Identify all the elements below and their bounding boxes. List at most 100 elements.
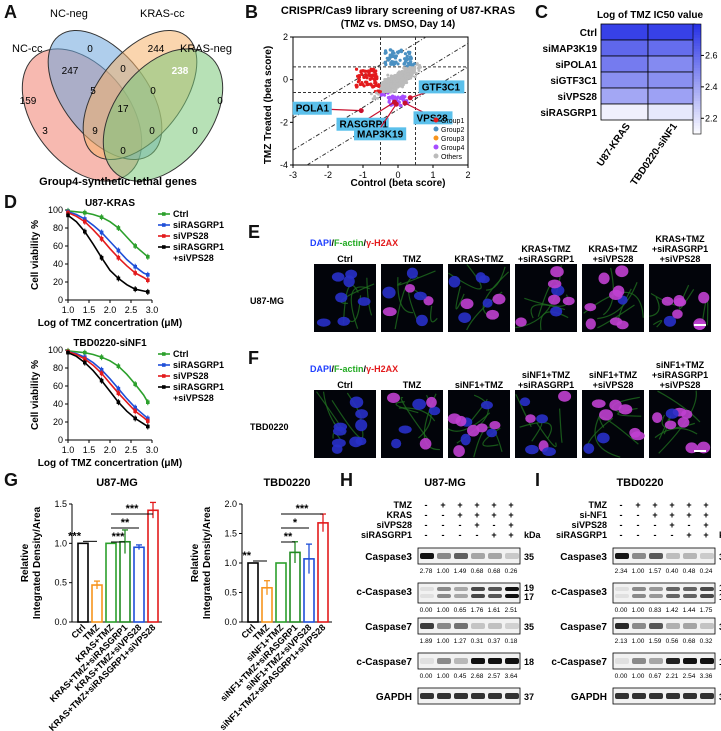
nucleus — [596, 432, 610, 444]
scatter-point — [406, 72, 410, 76]
nucleus — [331, 272, 345, 282]
nucleus — [591, 399, 606, 408]
kda-marker: 35 — [524, 552, 534, 562]
legend-label: siVPS28 — [173, 231, 209, 241]
band-quant: 1.76 — [471, 607, 484, 614]
line-charts-d: U87-KRAS 0 20 40 60 80 100 1.0 1.5 2.0 2.5 3.0 Cell … — [30, 198, 224, 469]
band-quant: 0.40 — [666, 568, 679, 575]
nucleus — [357, 297, 371, 306]
colorbar-segment — [693, 51, 701, 55]
treatment-mark: - — [425, 510, 428, 520]
kda-marker: 18 — [719, 657, 721, 667]
data-point — [99, 371, 104, 376]
treatment-mark: + — [474, 520, 479, 530]
nucleus — [333, 422, 348, 431]
nucleus — [331, 438, 346, 448]
colorbar-segment — [693, 32, 701, 36]
heatmap-cell — [647, 71, 696, 89]
legend-marker — [162, 352, 166, 356]
protein-band — [666, 693, 680, 699]
protein-band — [454, 658, 468, 664]
nucleus — [382, 286, 396, 299]
treatment-mark: + — [491, 510, 496, 520]
significance-label: *** — [126, 503, 140, 515]
panel-letter-g: G — [4, 470, 19, 490]
band-quant: 1.27 — [454, 638, 467, 645]
bar — [247, 562, 259, 623]
nucleus — [525, 414, 536, 423]
band-quant: 0.68 — [471, 568, 484, 575]
venn-count: 0 — [87, 44, 93, 55]
scatter-point — [413, 75, 417, 79]
scatter-point — [391, 89, 395, 93]
nucleus — [355, 437, 367, 446]
protein-band — [615, 658, 629, 664]
legend-marker — [433, 153, 439, 159]
actin-fiber — [396, 270, 436, 286]
protein-band — [683, 594, 697, 598]
data-point — [146, 290, 150, 294]
blot-strip — [417, 652, 521, 670]
protein-band — [700, 693, 714, 699]
protein-band — [437, 693, 451, 699]
y-tick-label: -2 — [280, 117, 288, 127]
protein-band — [454, 594, 468, 598]
actin-fiber — [342, 284, 359, 324]
scatter-point — [403, 68, 407, 72]
data-point — [116, 276, 121, 281]
blot-strip — [417, 582, 521, 604]
scatter-ylabel: TMZ Treated (beta score) — [263, 46, 274, 164]
band-quant: 3.64 — [505, 673, 518, 680]
colorbar-segment — [693, 73, 701, 77]
nucleus — [355, 419, 368, 432]
venn-label-kras-cc: KRAS-cc — [140, 8, 185, 20]
legend-marker — [162, 374, 166, 378]
x-tick-label: 1.5 — [83, 445, 96, 455]
condition-label: KRAS+TMZ +siRASGRP1 — [518, 244, 574, 264]
bar — [119, 540, 131, 623]
protein-band — [700, 553, 714, 559]
nucleus — [458, 312, 472, 323]
colorbar-tick-label: 2.4 — [705, 82, 718, 92]
protein-band — [666, 553, 680, 559]
nucleus — [698, 291, 710, 304]
blot-label: GAPDH — [571, 692, 607, 703]
blot-strip — [417, 547, 521, 565]
scatter-point-group4 — [398, 96, 402, 101]
nucleus — [406, 267, 418, 279]
colorbar-segment — [693, 112, 701, 116]
protein-band — [437, 658, 451, 664]
actin-fiber — [657, 390, 701, 423]
gene-label: MAP3K19 — [357, 129, 404, 140]
protein-band — [420, 553, 434, 559]
protein-band — [488, 693, 502, 699]
significance-label: ** — [242, 550, 251, 562]
nucleus — [585, 318, 596, 330]
blot-label: Caspase3 — [560, 552, 607, 563]
scatter-point-group1 — [369, 82, 373, 86]
nucleus — [355, 409, 368, 419]
band-quant: 0.18 — [505, 638, 518, 645]
blot-label: Caspase3 — [365, 552, 412, 563]
colorbar-segment — [693, 101, 701, 105]
colorbar-segment — [693, 35, 701, 39]
scatter-point — [417, 68, 421, 72]
protein-band — [615, 693, 629, 699]
colorbar-segment — [693, 65, 701, 69]
row-label: U87-MG — [250, 296, 284, 306]
treatment-mark: - — [476, 530, 479, 540]
actin-fiber — [678, 284, 695, 310]
protein-band — [666, 658, 680, 664]
band-quant: 0.00 — [615, 607, 628, 614]
scatter-point-group2 — [408, 50, 412, 54]
panel-letter-i: I — [535, 470, 541, 490]
scatter-point-group1 — [360, 72, 364, 76]
actin-fiber — [400, 396, 429, 440]
colorbar-segment — [693, 84, 701, 88]
scatter-point — [393, 81, 397, 85]
treatment-mark: + — [686, 500, 691, 510]
scatter-point — [410, 72, 414, 76]
panel-letter-a: A — [4, 2, 17, 22]
condition-label: TMZ — [403, 380, 422, 390]
series-line — [67, 351, 149, 420]
